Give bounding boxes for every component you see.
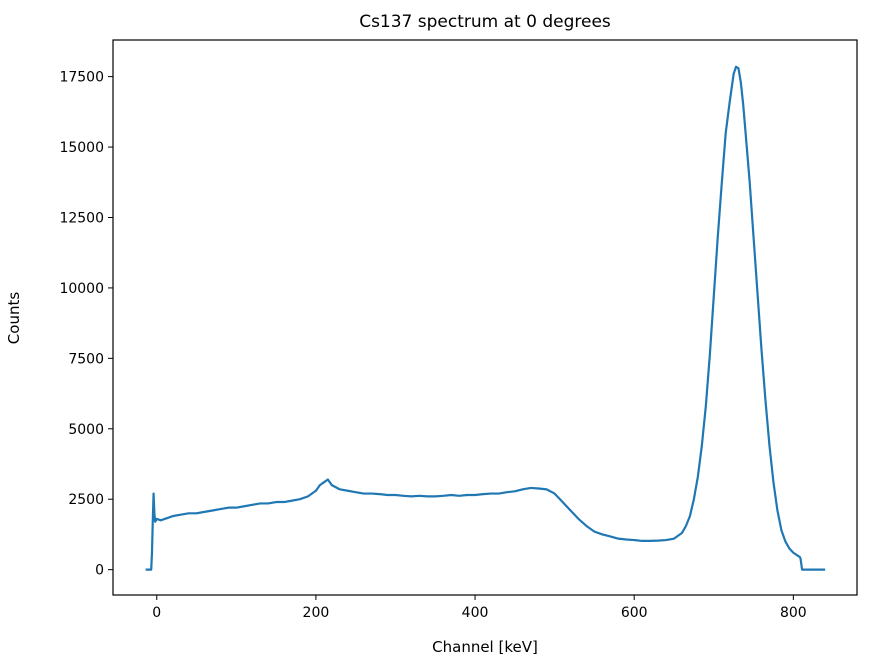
y-tick-label: 10000 — [59, 281, 104, 297]
y-tick-label: 7500 — [68, 351, 104, 367]
x-tick-label: 200 — [303, 605, 330, 621]
plot-area — [145, 65, 826, 571]
y-tick-label: 15000 — [59, 140, 104, 156]
x-tick-label: 800 — [780, 605, 807, 621]
y-axis-label: Counts — [5, 292, 23, 345]
y-tick-label: 12500 — [59, 210, 104, 226]
y-tick-label: 5000 — [68, 422, 104, 438]
x-tick-label: 600 — [621, 605, 648, 621]
chart-title: Cs137 spectrum at 0 degrees — [359, 12, 611, 32]
x-axis: 0 200 400 600 800 — [152, 595, 807, 621]
x-tick-label: 400 — [462, 605, 489, 621]
plot-frame — [112, 39, 858, 596]
y-axis: 0 2500 5000 7500 10000 12500 15000 17500 — [59, 70, 113, 579]
x-axis-label: Channel [keV] — [432, 638, 538, 656]
y-tick-label: 0 — [95, 563, 104, 579]
spectrum-line — [145, 65, 826, 571]
y-tick-label: 2500 — [68, 492, 104, 508]
x-tick-label: 0 — [152, 605, 161, 621]
y-tick-label: 17500 — [59, 70, 104, 86]
